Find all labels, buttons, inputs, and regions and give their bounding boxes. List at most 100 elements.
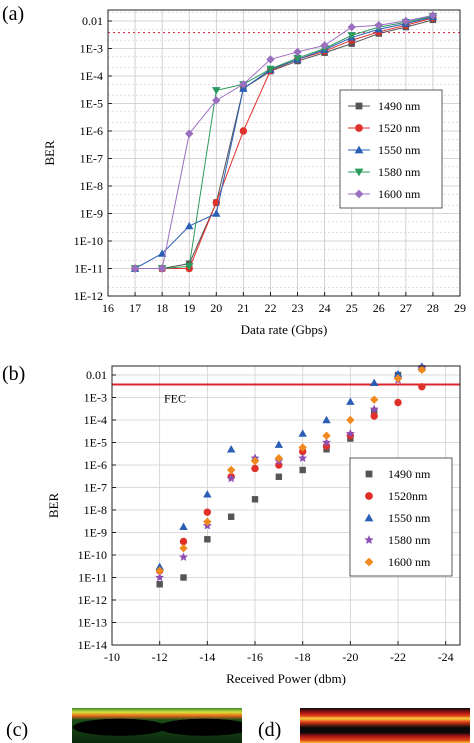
data-point — [179, 522, 188, 530]
y-tick-label: 1E-5 — [84, 436, 107, 450]
legend-label: 1600 nm — [378, 187, 421, 201]
data-point — [155, 562, 164, 570]
legend-marker — [364, 535, 374, 544]
y-tick-label: 1E-7 — [80, 152, 103, 166]
data-point — [239, 127, 248, 135]
eye-diagram-c-image — [72, 708, 242, 743]
data-point — [401, 16, 411, 26]
data-point — [298, 443, 307, 452]
chart-b-fec-label: FEC — [164, 391, 186, 405]
y-tick-label: 1E-13 — [78, 616, 107, 630]
series-line — [135, 15, 434, 269]
data-point — [227, 513, 235, 520]
chart-b-legend: 1490 nm 1520nm 1550 nm 1580 nm 1600 nm — [349, 457, 453, 577]
legend-marker — [354, 189, 364, 199]
data-point — [369, 404, 379, 414]
y-tick-label: 1E-4 — [80, 69, 103, 83]
y-tick-label: 1E-6 — [84, 458, 107, 472]
chart-a-y-axis-title: BER — [42, 140, 57, 166]
data-point — [393, 369, 403, 378]
data-point — [212, 87, 221, 95]
legend-label: 1520 nm — [378, 121, 421, 135]
y-tick-label: 1E-12 — [78, 593, 107, 607]
legend-label: 1490 nm — [388, 467, 431, 481]
data-point — [180, 574, 187, 581]
series-line — [134, 16, 434, 269]
panel-c-label: (c) — [6, 719, 28, 741]
chart-b-x-ticks: -10 -12 -14 -16 -18 -20 -22 -24 — [104, 641, 454, 664]
data-point — [418, 383, 426, 391]
data-point — [185, 129, 194, 138]
x-tick-label: 21 — [237, 301, 249, 315]
data-point — [274, 440, 284, 448]
data-point — [226, 473, 236, 483]
y-tick-label: 1E-9 — [84, 526, 107, 540]
data-point — [346, 415, 355, 425]
data-point — [322, 415, 331, 424]
x-tick-label: -20 — [342, 650, 358, 664]
data-point — [374, 21, 383, 30]
chart-a-x-ticks: 16 17 18 19 20 21 22 23 24 25 26 27 28 29 — [102, 292, 466, 315]
legend-label: 1550 nm — [388, 511, 431, 525]
data-point — [394, 398, 402, 407]
data-point — [298, 429, 307, 437]
x-tick-label: 22 — [264, 301, 276, 315]
data-point — [266, 55, 275, 64]
data-point — [179, 544, 188, 553]
data-point — [250, 456, 260, 466]
legend-label: 1550 nm — [378, 143, 421, 157]
data-point — [251, 496, 259, 503]
x-tick-label: 16 — [102, 301, 114, 315]
y-tick-label: 1E-12 — [74, 289, 103, 303]
data-point — [203, 517, 212, 526]
legend-label: 1490 nm — [378, 99, 421, 113]
series-line — [135, 19, 434, 269]
data-point — [393, 374, 403, 383]
data-point — [417, 365, 427, 375]
y-tick-label: 1E-10 — [78, 548, 107, 562]
data-point — [345, 428, 355, 438]
x-tick-label: 18 — [156, 301, 168, 315]
data-point — [293, 54, 302, 63]
data-point — [347, 22, 356, 32]
data-point — [428, 11, 438, 20]
legend-marker — [364, 557, 374, 567]
data-point — [179, 537, 188, 546]
data-point — [130, 264, 140, 273]
data-point — [320, 41, 329, 50]
chart-b-y-ticks: 0.01 1E-3 1E-4 1E-5 1E-6 1E-7 1E-8 1E-9 1E-10 1E-… — [78, 368, 116, 652]
chart-b-plot-frame — [111, 365, 461, 646]
data-point — [203, 508, 212, 516]
data-point — [157, 264, 167, 273]
data-point — [203, 490, 212, 498]
y-tick-label: 1E-5 — [80, 97, 103, 111]
chart-b-x-axis-title: Received Power (dbm) — [226, 671, 346, 686]
data-point — [226, 465, 236, 475]
x-tick-label: 24 — [319, 301, 331, 315]
legend-box — [339, 89, 443, 209]
legend-marker — [354, 145, 364, 154]
legend-marker — [365, 470, 373, 478]
panel-d-label: (d) — [258, 719, 281, 741]
data-point — [251, 464, 259, 473]
data-point — [185, 263, 194, 271]
chart-b-series — [155, 362, 427, 588]
x-tick-label: 25 — [346, 301, 358, 315]
y-tick-label: 1E-4 — [84, 413, 107, 427]
chart-a-y-ticks: 0.01 1E-3 1E-4 1E-5 1E-6 1E-7 1E-8 1E-9 1E-10 1E-… — [74, 14, 112, 303]
x-tick-label: 26 — [373, 301, 385, 315]
y-tick-label: 1E-14 — [78, 638, 107, 652]
legend-label: 1600 nm — [388, 555, 431, 569]
x-tick-label: 20 — [210, 301, 222, 315]
data-point — [293, 47, 302, 57]
x-tick-label: -10 — [104, 650, 120, 664]
chart-panel-b: -10 -12 -14 -16 -18 -20 -22 -24 0.01 1E-3 1E-4 1E-… — [46, 362, 461, 686]
y-tick-label: 1E-9 — [80, 207, 103, 221]
data-point — [322, 431, 331, 440]
data-point — [239, 80, 248, 89]
data-point — [226, 445, 236, 453]
x-tick-label: 19 — [183, 301, 195, 315]
legend-marker — [354, 168, 364, 177]
x-tick-label: -22 — [390, 650, 406, 664]
